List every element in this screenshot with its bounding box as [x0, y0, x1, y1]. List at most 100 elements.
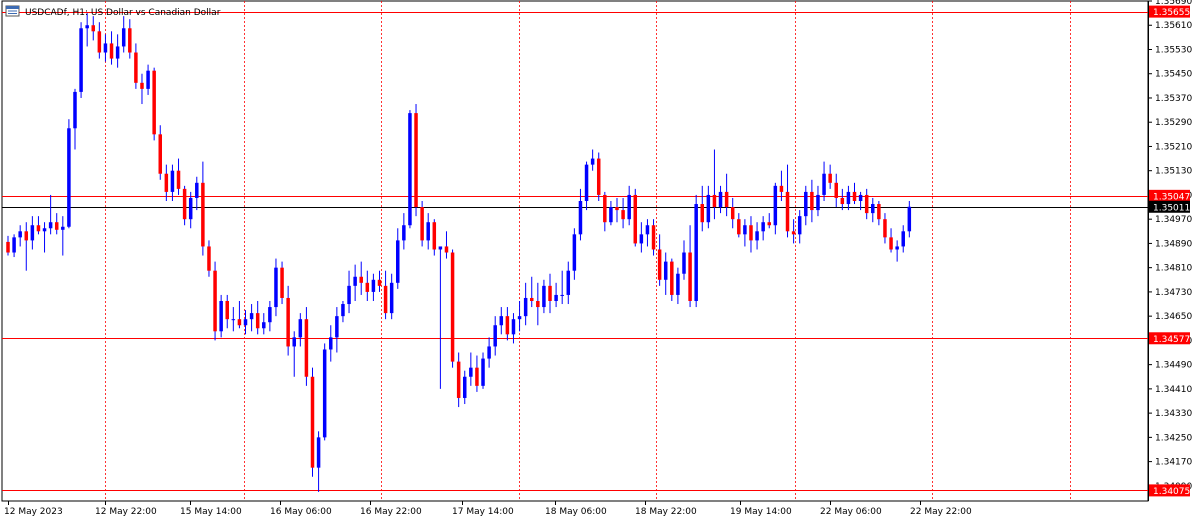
candle [584, 161, 589, 211]
candle [773, 182, 778, 235]
candle-body-bear [304, 319, 309, 377]
price-tick-label: 1.35130 [1155, 167, 1192, 177]
candle-body-bull [578, 201, 583, 235]
candle [292, 331, 296, 377]
time-tick-label: 15 May 14:00 [180, 507, 242, 517]
candle [396, 228, 400, 289]
candle [115, 34, 120, 68]
candle [140, 73, 144, 105]
candle-body-bear [24, 231, 29, 241]
candle-body-bull [402, 225, 406, 241]
candle-body-bull [718, 191, 723, 208]
candle [481, 352, 485, 389]
candle-body-bull [493, 325, 497, 347]
candle [365, 270, 370, 301]
candle-body-bear [633, 194, 638, 244]
candle [304, 307, 309, 386]
candle [779, 170, 784, 201]
price-label-box [1149, 332, 1190, 345]
candle [852, 182, 857, 205]
price-tick-label: 1.34330 [1155, 409, 1192, 419]
candle [329, 325, 333, 362]
candle-body-bull [895, 246, 899, 250]
candle-body-bull [511, 319, 516, 335]
candle-body-bull [560, 294, 564, 296]
candle-body-bear [54, 222, 59, 230]
level-price-label: 1.35047 [1149, 189, 1190, 202]
candle-body-bear [688, 252, 692, 301]
price-tick-label: 1.35690 [1155, 0, 1192, 7]
candle [651, 219, 656, 256]
candle-body-bull [231, 319, 236, 321]
candle-body-bear [883, 219, 887, 238]
candle-body-bear [603, 194, 607, 223]
candle [121, 16, 126, 53]
candle-body-bull [822, 173, 826, 195]
candle [383, 270, 388, 320]
candle [596, 152, 601, 201]
candle [895, 240, 899, 262]
candle [18, 225, 22, 247]
candle [590, 149, 595, 171]
candle [505, 307, 510, 341]
candle-body-bear [767, 222, 771, 226]
candle [97, 22, 102, 59]
candle-body-bear [128, 28, 132, 53]
candle [402, 213, 406, 250]
candle-body-bear [97, 31, 102, 53]
candle [828, 164, 832, 189]
candle-body-bull [73, 91, 77, 129]
price-tick-label: 1.34730 [1155, 288, 1192, 298]
candle-body-bull [219, 301, 223, 332]
candle [572, 228, 577, 280]
candle [633, 188, 638, 247]
candle-body-bear [164, 173, 169, 192]
candle [426, 213, 430, 250]
candle-body-bull [858, 194, 863, 201]
candle [517, 301, 522, 332]
candle [359, 261, 363, 295]
candle-body-bull [61, 226, 65, 230]
candle-body-bear [834, 182, 838, 198]
candle-body-bull [146, 70, 150, 89]
price-tick-label: 1.34410 [1155, 385, 1192, 395]
candle-body-bull [67, 128, 71, 227]
candle-body-bull [85, 25, 89, 29]
candle-body-bull [12, 237, 16, 253]
candle [523, 282, 528, 326]
candle-body-bear [810, 191, 814, 211]
candle-body-bear [864, 194, 869, 214]
candle [237, 301, 242, 329]
candle [511, 313, 516, 344]
price-label-text: 1.34075 [1153, 487, 1190, 497]
candle [213, 261, 217, 341]
candle [371, 273, 376, 301]
time-axis[interactable]: 12 May 2023 12 May 22:00 15 May 14:00 16 Ma… [4, 501, 972, 517]
candle-body-bull [121, 28, 126, 47]
candle [694, 194, 698, 308]
candle [670, 258, 674, 301]
candle-body-bear [505, 316, 510, 335]
candle-body-bull [481, 358, 485, 386]
candle-body-bear [700, 204, 705, 223]
candle-body-bear [359, 276, 363, 283]
candle-body-bull [755, 231, 759, 241]
candle-body-bull [542, 285, 546, 308]
candle [846, 185, 851, 211]
candle [639, 222, 644, 253]
candle [578, 188, 583, 241]
candle [146, 64, 150, 95]
candle-body-bull [262, 322, 266, 329]
candle-body-bear [377, 279, 382, 286]
candle [542, 279, 546, 314]
candle [487, 337, 491, 368]
candle-body-bear [548, 285, 552, 301]
candle-body-bull [523, 297, 528, 317]
candle-body-bull [487, 346, 491, 359]
candle [718, 185, 723, 214]
candle [188, 191, 193, 229]
candle-body-bull [609, 207, 613, 223]
candle [822, 161, 826, 201]
